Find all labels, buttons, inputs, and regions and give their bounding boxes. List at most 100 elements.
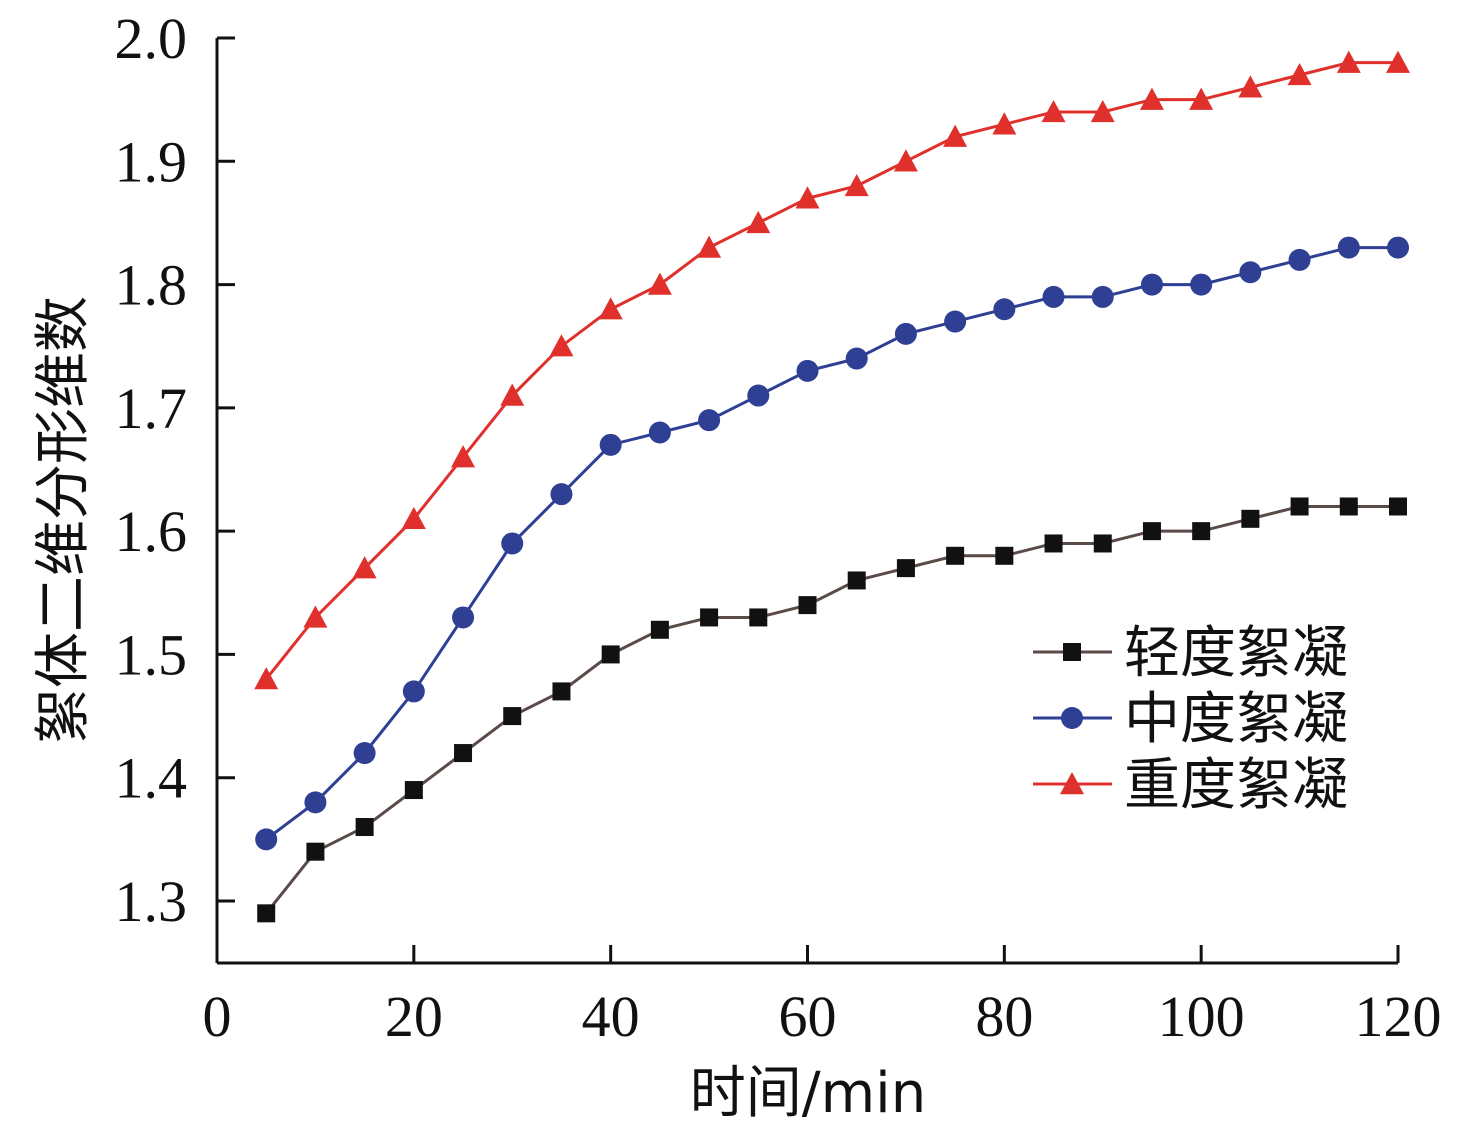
data-point bbox=[1241, 509, 1260, 528]
data-point bbox=[795, 186, 820, 209]
y-tick-label: 1.3 bbox=[115, 869, 188, 934]
data-point bbox=[549, 334, 574, 357]
y-axis-title: 絮体二维分形维数 bbox=[31, 296, 96, 744]
series-3 bbox=[254, 50, 1410, 690]
data-point bbox=[798, 596, 817, 615]
y-tick-label: 1.7 bbox=[115, 376, 188, 441]
x-tick-label: 100 bbox=[1158, 984, 1245, 1049]
data-point bbox=[1190, 273, 1213, 296]
data-point bbox=[1288, 248, 1311, 271]
data-point bbox=[454, 744, 473, 763]
legend-marker bbox=[1061, 707, 1083, 729]
data-point bbox=[746, 210, 771, 234]
data-point bbox=[401, 506, 426, 530]
data-point bbox=[303, 605, 328, 628]
x-tick-label: 60 bbox=[779, 984, 837, 1049]
data-point bbox=[1239, 261, 1262, 284]
data-point bbox=[894, 322, 917, 345]
data-point bbox=[1389, 497, 1407, 516]
data-point bbox=[943, 124, 968, 147]
data-point bbox=[404, 781, 423, 800]
data-point bbox=[598, 297, 623, 320]
data-point bbox=[353, 742, 376, 765]
y-tick-label: 1.4 bbox=[115, 746, 188, 811]
data-point bbox=[402, 680, 425, 703]
data-point bbox=[796, 359, 819, 382]
data-point bbox=[1290, 497, 1309, 516]
series-layer bbox=[254, 50, 1410, 923]
legend-item: 重度絮凝 bbox=[1033, 753, 1348, 818]
data-point bbox=[550, 483, 573, 506]
data-point bbox=[1140, 273, 1163, 296]
data-point bbox=[503, 707, 522, 726]
data-point bbox=[1238, 75, 1263, 98]
data-point bbox=[1287, 62, 1312, 86]
data-point bbox=[944, 310, 967, 333]
legend-label: 重度絮凝 bbox=[1124, 753, 1348, 818]
data-point bbox=[1041, 99, 1066, 123]
data-point bbox=[1142, 522, 1161, 541]
data-point bbox=[1042, 285, 1065, 308]
y-tick-label: 1.6 bbox=[115, 499, 188, 564]
data-point bbox=[749, 608, 768, 627]
data-point bbox=[893, 149, 918, 172]
x-axis-title: 时间/min bbox=[690, 1061, 926, 1126]
data-point bbox=[847, 571, 866, 590]
x-tick-label: 120 bbox=[1355, 984, 1442, 1049]
data-point bbox=[698, 409, 721, 432]
x-tick-label: 20 bbox=[385, 984, 443, 1049]
data-point bbox=[1386, 50, 1410, 73]
data-point bbox=[844, 173, 869, 197]
legend-item: 中度絮凝 bbox=[1033, 687, 1348, 752]
data-point bbox=[845, 347, 868, 370]
y-tick-label: 1.8 bbox=[115, 253, 188, 318]
data-point bbox=[254, 667, 279, 690]
data-point bbox=[648, 421, 671, 444]
data-point bbox=[1139, 87, 1164, 110]
series-2 bbox=[255, 236, 1409, 851]
x-tick-label: 40 bbox=[582, 984, 640, 1049]
data-point bbox=[747, 384, 770, 407]
data-point bbox=[355, 818, 374, 837]
x-tick-label: 0 bbox=[203, 984, 232, 1049]
legend-label: 轻度絮凝 bbox=[1124, 621, 1348, 686]
data-point bbox=[1192, 522, 1211, 541]
data-point bbox=[1339, 497, 1358, 516]
data-point bbox=[601, 645, 620, 664]
data-point bbox=[697, 235, 722, 258]
series-line bbox=[265, 61, 1398, 681]
data-point bbox=[1044, 534, 1063, 553]
data-point bbox=[257, 904, 276, 923]
data-point bbox=[995, 546, 1014, 565]
data-point bbox=[1090, 99, 1115, 123]
data-point bbox=[552, 682, 571, 701]
data-point bbox=[306, 842, 325, 861]
data-point bbox=[501, 532, 524, 555]
series-1 bbox=[257, 497, 1407, 923]
data-point bbox=[946, 546, 965, 565]
legend-item: 轻度絮凝 bbox=[1033, 621, 1348, 686]
data-point bbox=[255, 828, 278, 851]
data-point bbox=[1093, 534, 1112, 553]
data-point bbox=[993, 298, 1016, 321]
data-point bbox=[352, 556, 377, 579]
legend-marker bbox=[1060, 772, 1084, 795]
data-point bbox=[700, 608, 719, 627]
y-tick-label: 1.9 bbox=[115, 129, 188, 194]
legend-label: 中度絮凝 bbox=[1124, 687, 1348, 752]
data-point bbox=[1189, 87, 1214, 110]
axes: 1.3 1.4 1.5 1.6 1.7 1.8 1.9 2.0 0 20 40 60 80 100 120 bbox=[115, 6, 1442, 1049]
data-point bbox=[647, 272, 672, 295]
data-point bbox=[1336, 50, 1361, 73]
data-point bbox=[452, 606, 475, 629]
y-tick-label: 2.0 bbox=[115, 6, 188, 71]
data-point bbox=[1337, 236, 1360, 259]
data-point bbox=[1091, 285, 1114, 308]
data-point bbox=[992, 112, 1017, 135]
data-point bbox=[896, 559, 915, 578]
x-tick-label: 80 bbox=[975, 984, 1033, 1049]
data-point bbox=[500, 383, 525, 406]
y-tick-label: 1.5 bbox=[115, 622, 188, 687]
